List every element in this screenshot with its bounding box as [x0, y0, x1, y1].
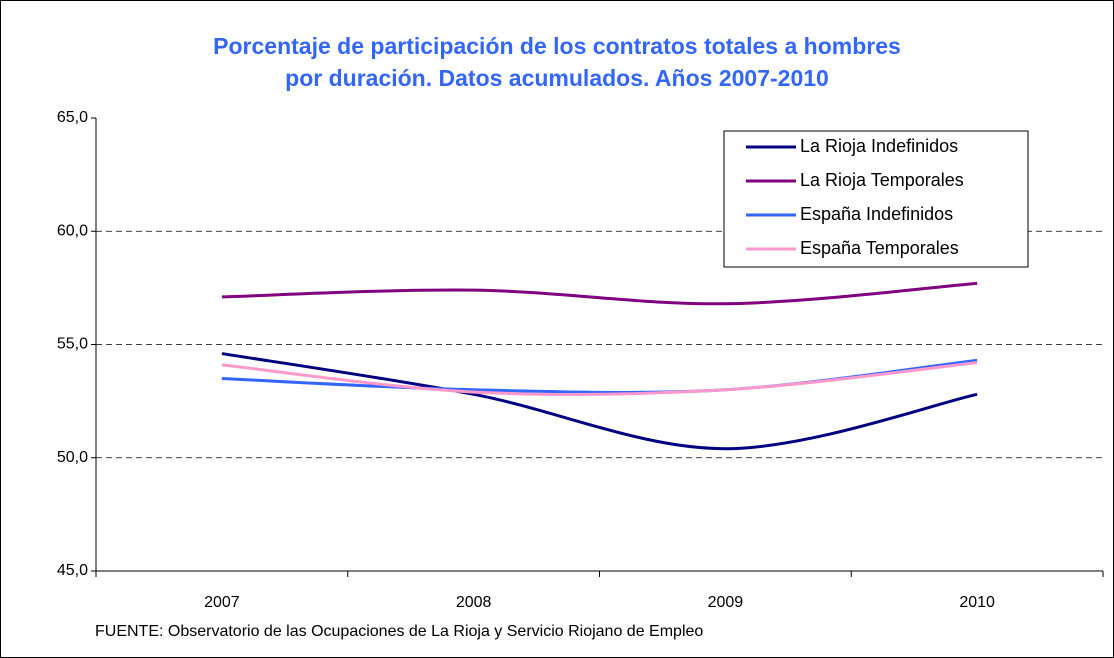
- y-tick-label: 45,0: [57, 562, 88, 579]
- y-tick-label: 55,0: [57, 336, 88, 353]
- series-line: [221, 361, 978, 396]
- y-tick-label: 65,0: [57, 109, 88, 126]
- x-tick-label: 2008: [456, 594, 492, 611]
- series-line: [221, 281, 978, 306]
- legend-label: La Rioja Temporales: [800, 170, 964, 190]
- y-tick-label: 60,0: [57, 222, 88, 239]
- source-note: FUENTE: Observatorio de las Ocupaciones …: [95, 623, 703, 640]
- chart-title: por duración. Datos acumulados. Años 200…: [285, 65, 829, 91]
- series-line: [221, 352, 978, 451]
- x-tick-label: 2010: [959, 594, 995, 611]
- x-tick-label: 2009: [708, 594, 744, 611]
- legend-box: [723, 130, 1029, 268]
- legend-label: La Rioja Indefinidos: [800, 136, 958, 156]
- legend-label: España Indefinidos: [800, 204, 953, 224]
- x-tick-label: 2007: [204, 594, 240, 611]
- chart-title: Porcentaje de participación de los contr…: [213, 33, 901, 59]
- legend-label: España Temporales: [800, 238, 959, 258]
- y-tick-label: 50,0: [57, 449, 88, 466]
